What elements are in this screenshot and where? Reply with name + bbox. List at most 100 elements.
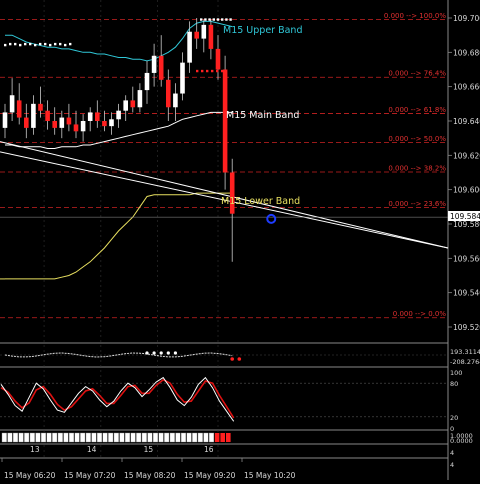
sub1-dot (159, 351, 163, 355)
price-tick-label: 109.700 (453, 14, 480, 23)
sub3-block (119, 432, 125, 443)
signal-dot (204, 18, 207, 21)
bear-candle (222, 69, 228, 173)
sub3-block (136, 432, 142, 443)
bear-candle (208, 24, 214, 49)
signal-dot-red (196, 69, 199, 73)
sub3-block (180, 432, 186, 443)
sub3-block (197, 432, 203, 443)
bull-candle (137, 90, 143, 108)
sub3-block (46, 432, 52, 443)
sub1-dot (173, 351, 177, 355)
sub3-block (152, 432, 158, 443)
sub3-block (164, 432, 170, 443)
signal-dot (34, 43, 37, 47)
lower-band-label: M15 Lower Band (221, 196, 300, 207)
sub3-block (124, 432, 130, 443)
day-tick-label: 16 (204, 445, 214, 454)
time-tick-label: 15 May 09:20 (184, 471, 236, 480)
signal-dot (225, 18, 228, 21)
sub1-dot-red (237, 357, 242, 361)
signal-dot (29, 42, 32, 46)
sub1-dot (152, 351, 156, 355)
bull-candle (31, 103, 36, 128)
signal-dot (212, 18, 215, 21)
bull-candle (201, 24, 207, 39)
time-axis: 13 14 15 16 15 May 06:20 15 May 07:20 15 May 0… (1, 445, 296, 480)
time-tick-label: 15 May 08:20 (124, 471, 176, 480)
bull-candle (109, 119, 114, 127)
sub3-label-b: 0.0000 (450, 437, 473, 445)
time-tick-label: 15 May 07:20 (64, 471, 116, 480)
stoch-axis-label: 0 (450, 425, 454, 433)
stoch-main-line (0, 376, 235, 422)
signal-dot (64, 43, 67, 47)
day-tick-label: 14 (87, 445, 97, 454)
sub3-block (7, 432, 13, 443)
stoch-axis-label: 100 (450, 369, 462, 377)
sub1-lower-label: -208.2764 (450, 358, 480, 366)
fib-label: 0.000 --> 23.6% (388, 200, 446, 208)
sub3-block (68, 432, 74, 443)
bull-candle (123, 100, 128, 111)
price-tick-label: 109.660 (453, 83, 480, 92)
price-axis: 109.700 109.680 109.660 109.640 109.620 109.6… (448, 14, 480, 332)
sub3-block (18, 432, 24, 443)
current-price-box (448, 211, 480, 221)
sub3-block (147, 432, 153, 443)
sub3-block (96, 432, 102, 443)
signal-dot (221, 18, 224, 21)
day-tick-label: 15 (144, 445, 154, 454)
sub3-block-red (226, 433, 231, 442)
sub3-block (203, 432, 209, 443)
price-tick-label: 109.520 (453, 323, 480, 332)
signal-dot (4, 43, 7, 47)
signal-dot-red (216, 69, 219, 73)
day-tick-label: 13 (30, 445, 40, 454)
bear-candle (102, 121, 107, 127)
signal-dot-red (221, 69, 224, 73)
sub1-dot (166, 351, 170, 355)
signal-dot-red (211, 69, 214, 73)
bear-candle (66, 117, 72, 125)
bull-candle (2, 112, 8, 128)
fib-label: 0.000 --> 100.0% (384, 12, 446, 20)
candles (2, 18, 235, 262)
fib-label: 0.000 --> 76.4% (388, 70, 446, 78)
bull-candle (59, 117, 65, 128)
bull-candle (180, 62, 185, 94)
sub3-block (130, 432, 136, 443)
signal-dot (24, 42, 27, 46)
sub3-block (29, 432, 35, 443)
sub3-block-red (214, 433, 220, 442)
sub3-block (24, 432, 30, 443)
sub1-dot (145, 351, 149, 355)
current-price-label: 109.584 (450, 212, 480, 221)
signal-dot (14, 42, 17, 46)
bear-candle (215, 48, 221, 70)
bull-candle (87, 112, 93, 121)
bull-candle (80, 121, 86, 132)
sub3-block (141, 432, 147, 443)
sub3-label-a: 1.0000 (450, 432, 473, 440)
sub1-dot-red (230, 357, 234, 361)
signal-dot (44, 42, 47, 46)
sub3-block (108, 432, 114, 443)
sub3-block (169, 432, 175, 443)
sub-indicators: 100 80 20 0 (0, 351, 462, 443)
main-band-line (5, 111, 233, 149)
bull-candle (9, 95, 15, 113)
sub3-block (12, 432, 18, 443)
stoch-axis-label: 80 (450, 380, 458, 388)
sub3-block (80, 432, 86, 443)
fib-label: 0.000 --> 0.0% (393, 310, 447, 318)
sub3-block (57, 432, 63, 443)
sub3-block (175, 432, 181, 443)
time-tick-label: 15 May 06:20 (4, 471, 56, 480)
bear-candle (73, 124, 79, 132)
bull-candle (173, 93, 178, 108)
sub3-block-red (220, 433, 225, 442)
bear-candle (52, 121, 57, 128)
